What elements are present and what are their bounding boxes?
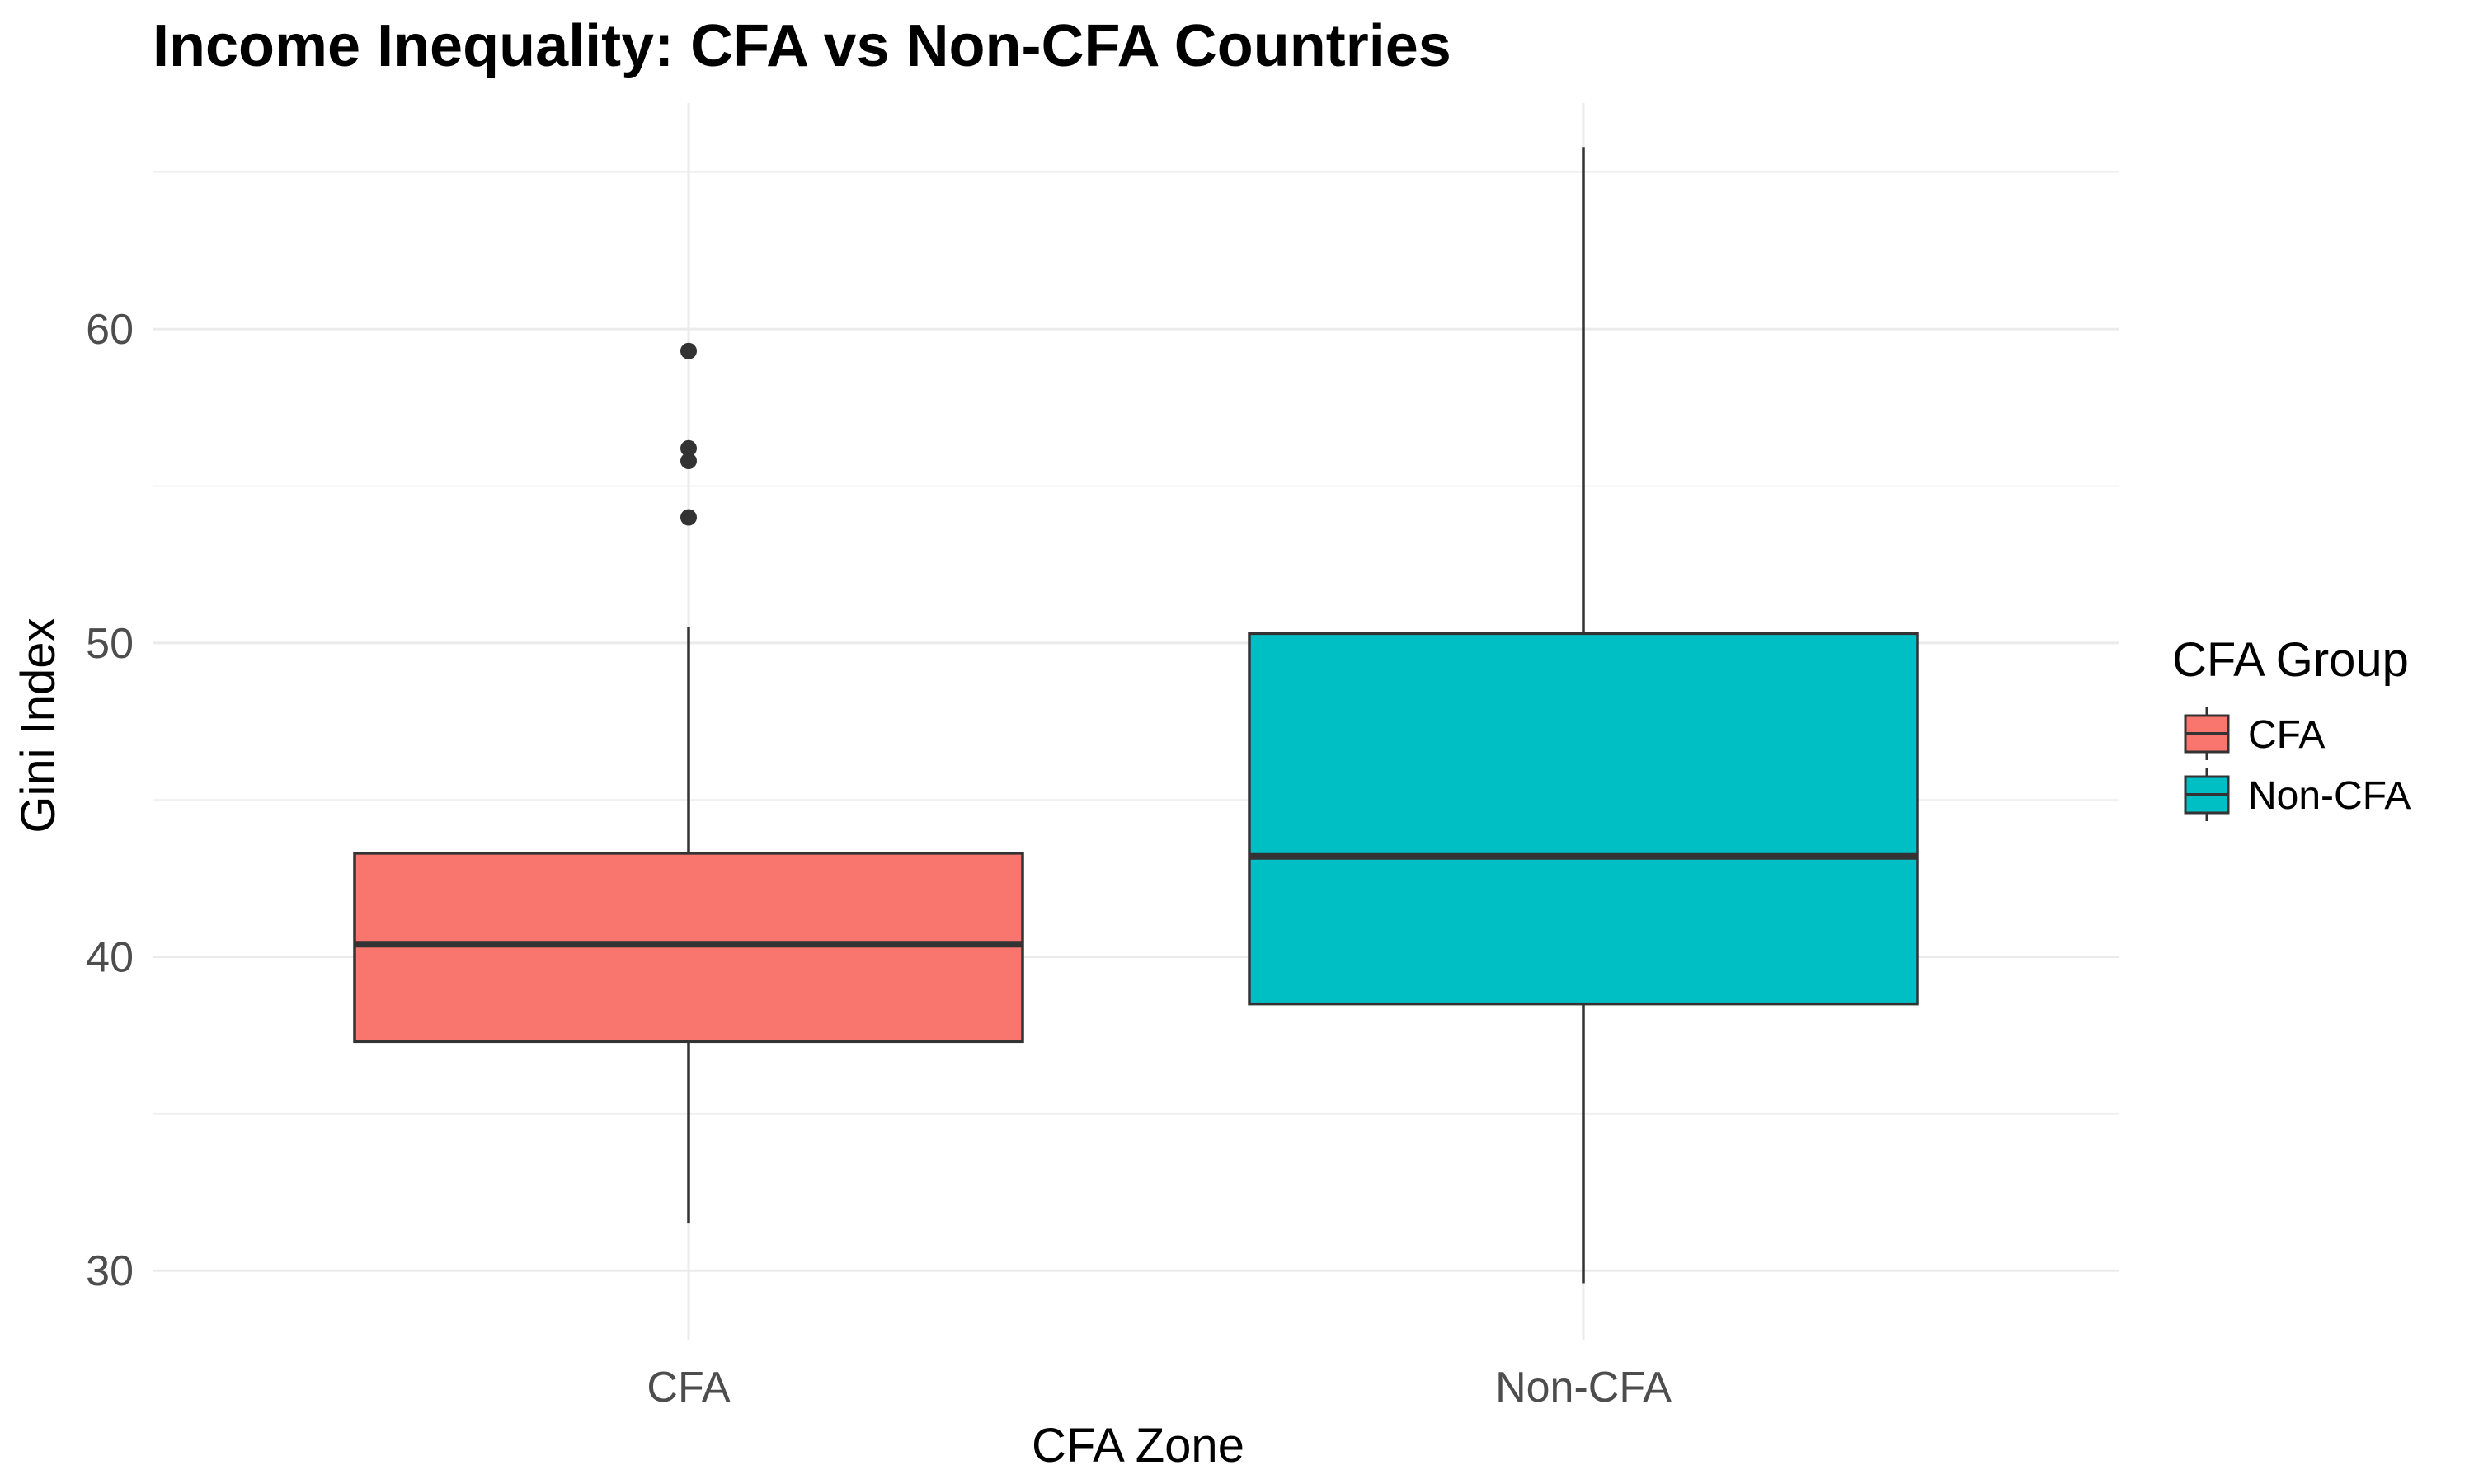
x-tick-label: CFA (647, 1364, 730, 1411)
legend-title: CFA Group (2172, 633, 2409, 687)
box-cfa (353, 342, 1024, 1224)
legend: CFA Group CFA Non-CFA (2172, 633, 2411, 821)
outlier-point (680, 342, 697, 359)
legend-label: Non-CFA (2248, 774, 2411, 818)
y-tick-label: 60 (86, 306, 134, 354)
y-tick-label: 40 (86, 934, 134, 982)
box-non-cfa (1248, 147, 1919, 1284)
legend-entry-cfa: CFA (2184, 707, 2325, 760)
y-axis-label: Gini Index (12, 618, 65, 833)
outlier-point (680, 439, 697, 457)
legend-label: CFA (2248, 713, 2325, 757)
legend-entry-non-cfa: Non-CFA (2184, 768, 2411, 821)
tick-labels: 30 40 50 60 CFA Non-CFA (86, 306, 1672, 1411)
x-tick-label: Non-CFA (1495, 1364, 1672, 1411)
iqr-box (1248, 632, 1919, 1006)
box-layer (353, 147, 1919, 1284)
y-tick-label: 30 (86, 1247, 134, 1295)
outlier-point (680, 453, 697, 470)
x-axis-label: CFA Zone (1032, 1419, 1244, 1472)
y-tick-label: 50 (86, 620, 134, 668)
chart-title: Income Inequality: CFA vs Non-CFA Countr… (153, 13, 1451, 79)
outlier-point (680, 509, 697, 526)
